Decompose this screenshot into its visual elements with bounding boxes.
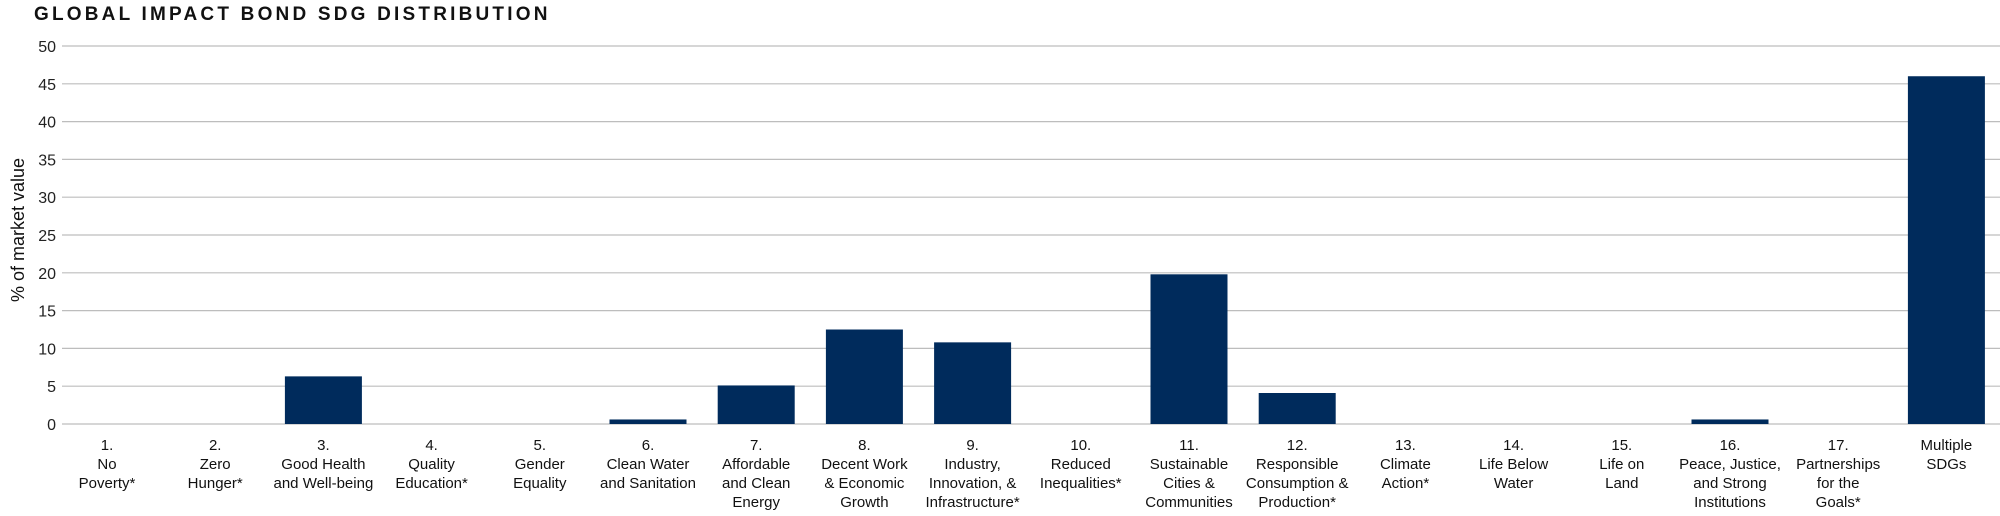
x-category-label: 5. Gender Equality [513,437,567,492]
x-category-label: 17. Partnerships for the Goals* [1796,437,1880,511]
bar-12 [1258,393,1336,424]
x-axis-categories: 1. No Poverty* 2. Zero Hunger* 3. Good Health an… [79,437,1973,511]
y-tick-label: 0 [47,417,56,434]
bar-3 [284,376,362,424]
bar-6 [609,419,687,424]
x-category-label: 16. Peace, Justice, and Strong Institutions [1679,437,1781,511]
chart-title: GLOBAL IMPACT BOND SDG DISTRIBUTION [34,4,551,25]
y-tick-label: 20 [38,266,56,283]
bars [284,76,1985,425]
gridlines [62,45,2000,425]
y-axis-ticks: 0 5 10 15 20 25 30 35 40 45 50 [38,39,56,434]
y-tick-label: 45 [38,77,56,94]
x-category-label: Multiple SDGs [1921,437,1973,473]
x-category-label: 10. Reduced Inequalities* [1040,437,1122,492]
bar-11 [1150,274,1228,424]
y-tick-label: 10 [38,341,56,358]
x-category-label: 9. Industry, Innovation, & Infrastructure* [925,437,1019,511]
x-category-label: 6. Clean Water and Sanitation [600,437,696,492]
bar-18 [1907,76,1985,425]
y-tick-label: 50 [38,39,56,56]
x-category-label: 12. Responsible Consumption & Production* [1246,437,1349,511]
y-tick-label: 5 [47,379,56,396]
x-category-label: 7. Affordable and Clean Energy [722,437,790,511]
y-tick-label: 15 [38,304,56,321]
x-category-label: 8. Decent Work & Economic Growth [821,437,908,511]
y-tick-label: 40 [38,115,56,132]
x-category-label: 4. Quality Education* [395,437,468,492]
y-tick-label: 35 [38,152,56,169]
x-category-label: 3. Good Health and Well-being [274,437,374,492]
x-category-label: 1. No Poverty* [79,437,136,492]
y-axis-label: % of market value [8,158,28,302]
x-category-label: 2. Zero Hunger* [188,437,243,492]
x-category-label: 15. Life on Land [1599,437,1644,492]
x-category-label: 11. Sustainable Cities & Communities [1145,437,1233,511]
x-category-label: 13. Climate Action* [1380,437,1431,492]
x-category-label: 14. Life Below Water [1479,437,1548,492]
bar-9 [934,342,1012,424]
y-tick-label: 30 [38,190,56,207]
bar-16 [1691,419,1769,424]
bar-8 [825,329,903,424]
bar-7 [717,385,795,424]
y-tick-label: 25 [38,228,56,245]
